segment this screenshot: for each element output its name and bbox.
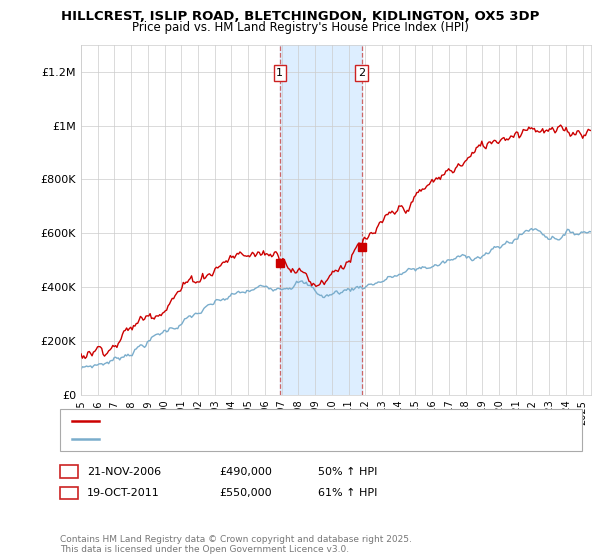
Text: Price paid vs. HM Land Registry's House Price Index (HPI): Price paid vs. HM Land Registry's House … <box>131 21 469 34</box>
Bar <box>280 45 362 395</box>
Text: 1: 1 <box>65 466 73 477</box>
Text: £550,000: £550,000 <box>219 488 272 498</box>
Text: £490,000: £490,000 <box>219 466 272 477</box>
Text: 2: 2 <box>65 488 73 498</box>
Text: 50% ↑ HPI: 50% ↑ HPI <box>318 466 377 477</box>
Text: Contains HM Land Registry data © Crown copyright and database right 2025.
This d: Contains HM Land Registry data © Crown c… <box>60 535 412 554</box>
Text: HPI: Average price, detached house, Cherwell: HPI: Average price, detached house, Cher… <box>104 434 342 444</box>
Text: HILLCREST, ISLIP ROAD, BLETCHINGDON, KIDLINGTON, OX5 3DP: HILLCREST, ISLIP ROAD, BLETCHINGDON, KID… <box>61 10 539 22</box>
Text: HILLCREST, ISLIP ROAD, BLETCHINGDON, KIDLINGTON, OX5 3DP (detached house): HILLCREST, ISLIP ROAD, BLETCHINGDON, KID… <box>104 416 532 426</box>
Text: 21-NOV-2006: 21-NOV-2006 <box>87 466 161 477</box>
Text: 19-OCT-2011: 19-OCT-2011 <box>87 488 160 498</box>
Text: 2: 2 <box>358 68 365 78</box>
Text: 1: 1 <box>277 68 283 78</box>
Text: 61% ↑ HPI: 61% ↑ HPI <box>318 488 377 498</box>
